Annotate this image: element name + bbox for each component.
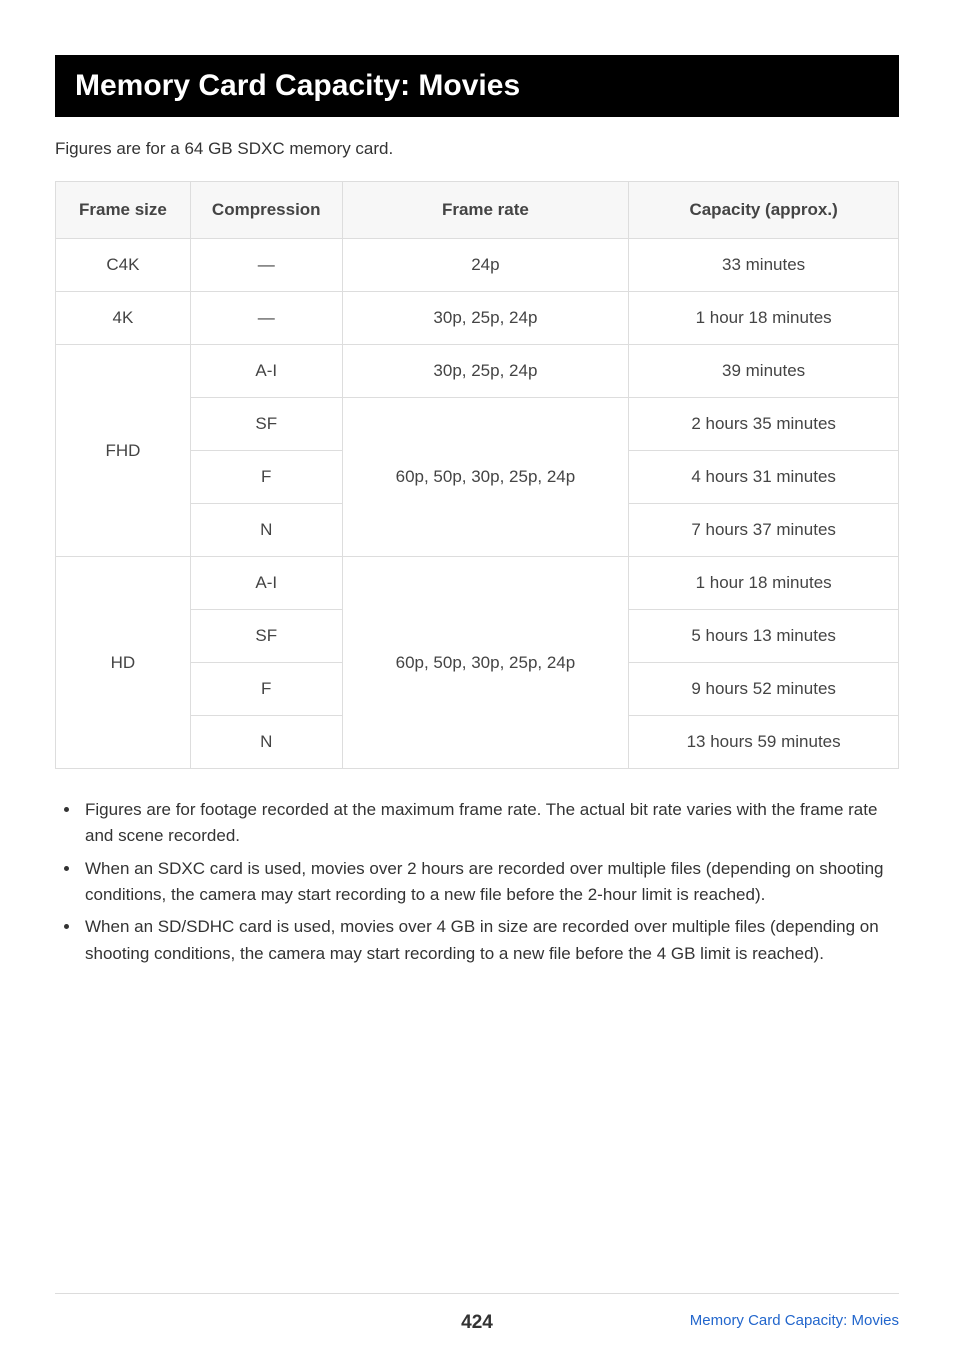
cell-compression: N xyxy=(190,716,342,769)
cell-frame-size: C4K xyxy=(56,239,191,292)
cell-frame-rate: 60p, 50p, 30p, 25p, 24p xyxy=(342,557,629,769)
page-footer: 424 Memory Card Capacity: Movies xyxy=(55,1293,899,1312)
cell-compression: SF xyxy=(190,610,342,663)
intro-text: Figures are for a 64 GB SDXC memory card… xyxy=(55,139,899,159)
table-row: FHD A-I 30p, 25p, 24p 39 minutes xyxy=(56,345,899,398)
note-item: Figures are for footage recorded at the … xyxy=(81,797,899,850)
cell-compression: F xyxy=(190,663,342,716)
footer-section-link[interactable]: Memory Card Capacity: Movies xyxy=(690,1312,899,1329)
cell-frame-size: 4K xyxy=(56,292,191,345)
cell-capacity: 4 hours 31 minutes xyxy=(629,451,899,504)
cell-compression: N xyxy=(190,504,342,557)
cell-frame-size: FHD xyxy=(56,345,191,557)
notes-list: Figures are for footage recorded at the … xyxy=(55,797,899,967)
capacity-table: Frame size Compression Frame rate Capaci… xyxy=(55,181,899,769)
cell-frame-rate: 30p, 25p, 24p xyxy=(342,292,629,345)
table-header-row: Frame size Compression Frame rate Capaci… xyxy=(56,182,899,239)
cell-capacity: 2 hours 35 minutes xyxy=(629,398,899,451)
note-item: When an SD/SDHC card is used, movies ove… xyxy=(81,914,899,967)
table-row: HD A-I 60p, 50p, 30p, 25p, 24p 1 hour 18… xyxy=(56,557,899,610)
cell-compression: A-I xyxy=(190,345,342,398)
cell-capacity: 9 hours 52 minutes xyxy=(629,663,899,716)
header-frame-size: Frame size xyxy=(56,182,191,239)
cell-capacity: 1 hour 18 minutes xyxy=(629,292,899,345)
cell-capacity: 39 minutes xyxy=(629,345,899,398)
header-frame-rate: Frame rate xyxy=(342,182,629,239)
cell-compression: — xyxy=(190,292,342,345)
cell-compression: — xyxy=(190,239,342,292)
cell-capacity: 13 hours 59 minutes xyxy=(629,716,899,769)
cell-frame-rate: 24p xyxy=(342,239,629,292)
table-row: C4K — 24p 33 minutes xyxy=(56,239,899,292)
cell-capacity: 1 hour 18 minutes xyxy=(629,557,899,610)
cell-frame-size: HD xyxy=(56,557,191,769)
note-item: When an SDXC card is used, movies over 2… xyxy=(81,856,899,909)
header-compression: Compression xyxy=(190,182,342,239)
cell-compression: F xyxy=(190,451,342,504)
cell-frame-rate: 60p, 50p, 30p, 25p, 24p xyxy=(342,398,629,557)
table-row: 4K — 30p, 25p, 24p 1 hour 18 minutes xyxy=(56,292,899,345)
cell-compression: SF xyxy=(190,398,342,451)
cell-capacity: 7 hours 37 minutes xyxy=(629,504,899,557)
cell-frame-rate: 30p, 25p, 24p xyxy=(342,345,629,398)
page-number: 424 xyxy=(461,1312,493,1334)
header-capacity: Capacity (approx.) xyxy=(629,182,899,239)
cell-capacity: 33 minutes xyxy=(629,239,899,292)
cell-capacity: 5 hours 13 minutes xyxy=(629,610,899,663)
cell-compression: A-I xyxy=(190,557,342,610)
page-title: Memory Card Capacity: Movies xyxy=(55,55,899,117)
